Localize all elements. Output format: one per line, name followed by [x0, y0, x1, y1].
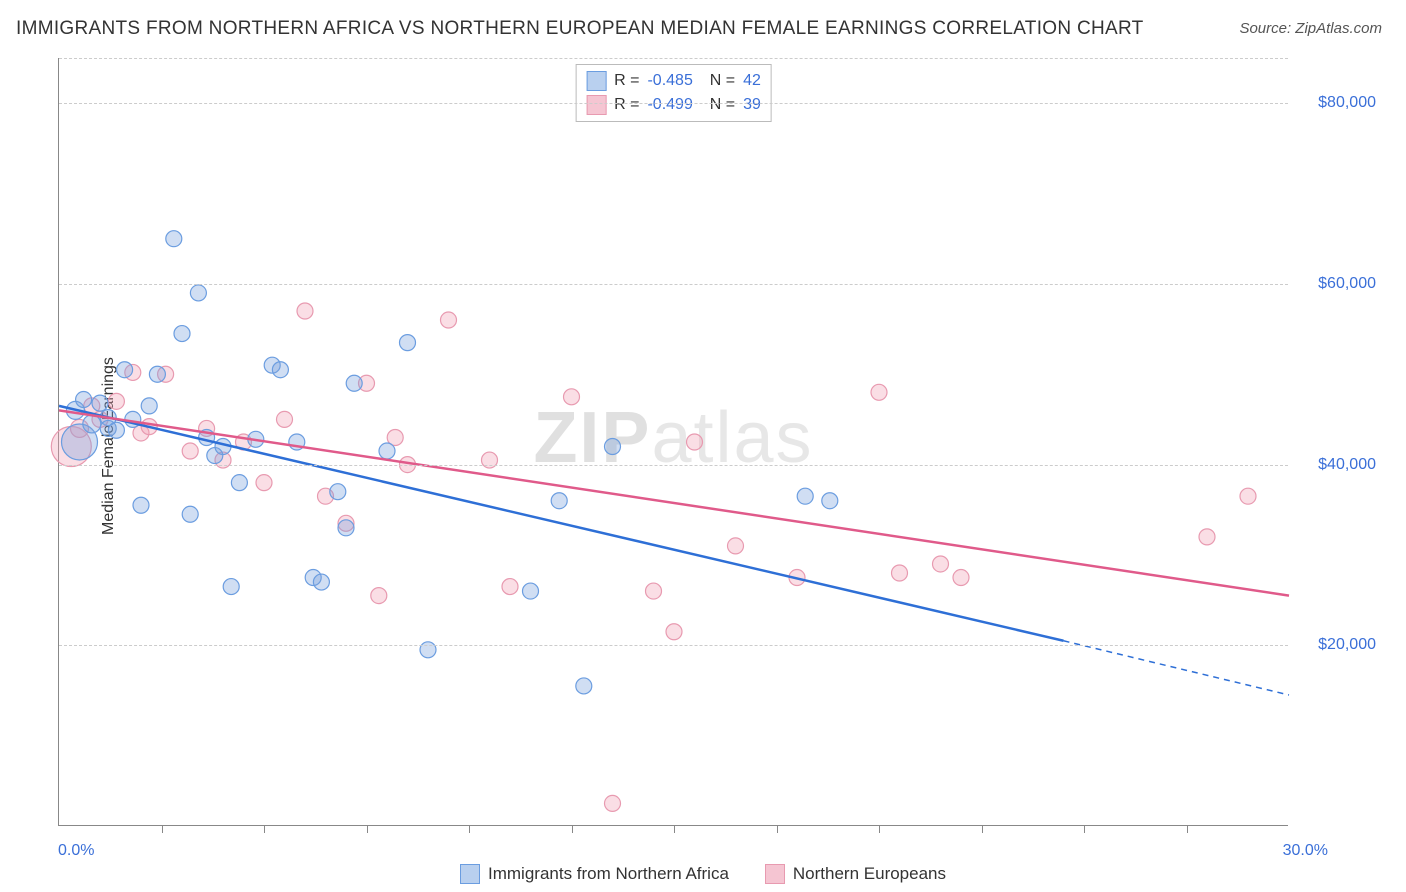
- data-point: [76, 392, 92, 408]
- grid-line: [59, 103, 1288, 104]
- x-tick: [572, 825, 573, 833]
- y-tick-label: $80,000: [1318, 94, 1376, 112]
- data-point: [1240, 488, 1256, 504]
- swatch-series-1: [586, 95, 606, 115]
- stats-row-series-1: R = -0.499 N = 39: [586, 93, 761, 117]
- data-point: [182, 506, 198, 522]
- stat-r-value-0: -0.485: [647, 72, 692, 90]
- legend-label-1: Northern Europeans: [793, 864, 946, 884]
- x-tick: [469, 825, 470, 833]
- stat-n-label: N =: [701, 72, 735, 90]
- x-tick-label-min: 0.0%: [58, 842, 94, 860]
- x-tick: [1084, 825, 1085, 833]
- x-tick: [1187, 825, 1188, 833]
- legend-item-1: Northern Europeans: [765, 864, 946, 884]
- data-point: [551, 493, 567, 509]
- data-point: [231, 475, 247, 491]
- data-point: [83, 415, 101, 433]
- footer-legend: Immigrants from Northern Africa Northern…: [460, 864, 946, 884]
- data-point: [933, 556, 949, 572]
- stat-r-value-1: -0.499: [647, 96, 692, 114]
- data-point: [797, 488, 813, 504]
- data-point: [1199, 529, 1215, 545]
- source-label: Source: ZipAtlas.com: [1239, 20, 1382, 37]
- data-point: [822, 493, 838, 509]
- y-tick-label: $60,000: [1318, 275, 1376, 293]
- data-point: [379, 443, 395, 459]
- legend-label-0: Immigrants from Northern Africa: [488, 864, 729, 884]
- data-point: [166, 231, 182, 247]
- data-point: [133, 497, 149, 513]
- x-tick: [367, 825, 368, 833]
- x-tick: [264, 825, 265, 833]
- stat-r-label: R =: [614, 72, 639, 90]
- legend-item-0: Immigrants from Northern Africa: [460, 864, 729, 884]
- chart-title: IMMIGRANTS FROM NORTHERN AFRICA VS NORTH…: [16, 18, 1144, 40]
- stat-r-label: R =: [614, 96, 639, 114]
- data-point: [277, 411, 293, 427]
- trend-line: [59, 410, 1289, 595]
- data-point: [441, 312, 457, 328]
- stat-n-label: N =: [701, 96, 735, 114]
- stats-legend-box: R = -0.485 N = 42 R = -0.499 N = 39: [575, 64, 772, 122]
- data-point: [346, 375, 362, 391]
- data-point: [92, 395, 108, 411]
- data-point: [502, 579, 518, 595]
- data-point: [400, 335, 416, 351]
- x-tick: [879, 825, 880, 833]
- plot-svg: [59, 58, 1288, 825]
- data-point: [605, 439, 621, 455]
- y-tick-label: $20,000: [1318, 636, 1376, 654]
- data-point: [141, 398, 157, 414]
- data-point: [871, 384, 887, 400]
- grid-line: [59, 58, 1288, 59]
- data-point: [666, 624, 682, 640]
- data-point: [313, 574, 329, 590]
- trend-line-ext: [1064, 641, 1290, 695]
- data-point: [108, 393, 124, 409]
- data-point: [190, 285, 206, 301]
- data-point: [892, 565, 908, 581]
- data-point: [953, 570, 969, 586]
- stat-n-value-0: 42: [743, 72, 761, 90]
- x-tick: [777, 825, 778, 833]
- data-point: [272, 362, 288, 378]
- trend-line: [59, 406, 1064, 641]
- data-point: [564, 389, 580, 405]
- data-point: [338, 520, 354, 536]
- grid-line: [59, 284, 1288, 285]
- data-point: [482, 452, 498, 468]
- x-tick: [674, 825, 675, 833]
- data-point: [330, 484, 346, 500]
- stats-row-series-0: R = -0.485 N = 42: [586, 69, 761, 93]
- legend-swatch-1: [765, 864, 785, 884]
- data-point: [149, 366, 165, 382]
- grid-line: [59, 465, 1288, 466]
- data-point: [108, 422, 124, 438]
- data-point: [256, 475, 272, 491]
- grid-line: [59, 645, 1288, 646]
- data-point: [646, 583, 662, 599]
- stat-n-value-1: 39: [743, 96, 761, 114]
- swatch-series-0: [586, 71, 606, 91]
- data-point: [223, 579, 239, 595]
- data-point: [687, 434, 703, 450]
- plot-area: ZIPatlas R = -0.485 N = 42 R = -0.499 N …: [58, 58, 1288, 826]
- data-point: [576, 678, 592, 694]
- legend-swatch-0: [460, 864, 480, 884]
- x-tick: [162, 825, 163, 833]
- x-tick-label-max: 30.0%: [1283, 842, 1328, 860]
- y-tick-label: $40,000: [1318, 456, 1376, 474]
- data-point: [371, 588, 387, 604]
- data-point: [523, 583, 539, 599]
- data-point: [420, 642, 436, 658]
- data-point: [182, 443, 198, 459]
- x-tick: [982, 825, 983, 833]
- data-point: [297, 303, 313, 319]
- data-point: [728, 538, 744, 554]
- data-point: [117, 362, 133, 378]
- data-point: [174, 326, 190, 342]
- data-point: [605, 795, 621, 811]
